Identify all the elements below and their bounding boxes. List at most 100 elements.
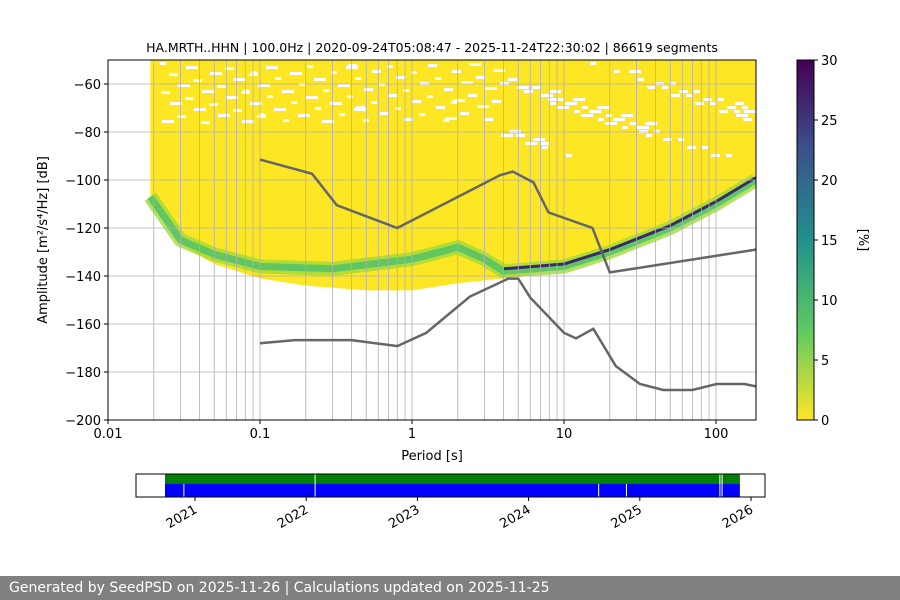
noise-model-nhnm [259, 158, 756, 274]
psd-empty-bin [371, 101, 377, 104]
psd-empty-bin [718, 98, 724, 101]
psd-empty-bin [299, 83, 305, 86]
psd-band-peak [503, 176, 756, 271]
psd-empty-bin [589, 110, 601, 113]
psd-empty-bin [461, 81, 473, 84]
psd-empty-bin [427, 95, 433, 98]
chart-title: HA.MRTH..HHN | 100.0Hz | 2020-09-24T05:0… [146, 40, 718, 55]
psd-empty-bin [453, 99, 465, 102]
timeline-year-label: 2025 [609, 502, 645, 532]
psd-empty-bin [364, 88, 373, 91]
psd-empty-bin [485, 87, 497, 90]
psd-empty-bin [630, 122, 636, 125]
psd-empty-bin [354, 108, 366, 111]
psd-empty-bin [663, 138, 672, 141]
psd-empty-bin [484, 118, 493, 121]
psd-empty-bin [218, 114, 230, 117]
psd-empty-bin [315, 107, 321, 110]
psd-empty-bin [686, 94, 692, 97]
psd-empty-bin [654, 130, 660, 133]
psd-empty-bin [734, 110, 740, 113]
psd-empty-bin [419, 113, 425, 116]
psd-empty-bin [671, 94, 680, 97]
psd-empty-bin [679, 90, 688, 93]
psd-empty-bin [412, 100, 421, 103]
psd-empty-bin [687, 146, 696, 149]
psd-empty-bin [670, 82, 676, 85]
psd-empty-bin [257, 115, 266, 118]
psd-empty-bin [210, 72, 222, 75]
psd-empty-bin [251, 71, 257, 74]
psd-empty-bin [186, 66, 198, 69]
psd-empty-bin [726, 154, 732, 157]
psd-empty-bin [420, 82, 429, 85]
colorbar-tick-label: 30 [821, 54, 838, 69]
timeline-coverage-blue [164, 484, 740, 497]
psd-empty-bin [314, 78, 326, 81]
psd-empty-bin [445, 117, 457, 120]
psd-empty-bin [557, 106, 569, 109]
psd-empty-bin [282, 90, 294, 93]
psd-empty-bin [744, 110, 756, 113]
psd-empty-bin [605, 122, 617, 125]
colorbar-tick-label: 25 [821, 114, 838, 129]
psd-empty-bin [590, 62, 596, 65]
psd-empty-bin [404, 118, 413, 121]
psd-empty-bin [558, 98, 564, 101]
psd-empty-bin [727, 106, 736, 109]
psd-empty-bin [380, 112, 389, 115]
y-axis-label: Amplitude [m²/s⁴/Hz] [dB] [36, 156, 51, 324]
psd-empty-bin [719, 110, 728, 113]
psd-empty-bin [331, 71, 337, 74]
psd-empty-bin [160, 62, 166, 65]
psd-empty-bin [678, 138, 684, 141]
psd-empty-bin [323, 89, 329, 92]
psd-empty-bin [574, 110, 580, 113]
psd-empty-bin [339, 113, 345, 116]
y-tick-label: −80 [74, 126, 101, 141]
psd-empty-bin [249, 73, 258, 76]
x-tick-label: 0.1 [250, 427, 271, 442]
psd-empty-bin [307, 65, 313, 68]
psd-empty-bin [613, 118, 625, 121]
psd-empty-bin [266, 66, 278, 69]
psd-empty-bin [645, 122, 657, 125]
psd-empty-bin [516, 134, 525, 137]
psd-empty-bin [250, 102, 262, 105]
psd-density-region [150, 60, 756, 291]
psd-empty-bin [298, 114, 310, 117]
psd-empty-bin [637, 126, 649, 129]
colorbar-tick-label: 15 [821, 234, 838, 249]
y-tick-label: −200 [65, 414, 101, 429]
psd-empty-bin [621, 114, 633, 117]
psd-empty-bin [330, 102, 342, 105]
psd-empty-bin [703, 98, 712, 101]
psd-empty-bin [162, 120, 174, 123]
psd-empty-bin [573, 98, 585, 101]
psd-empty-bin [532, 86, 541, 89]
plot-frame [107, 59, 757, 421]
psd-empty-bin [743, 118, 752, 121]
psd-empty-bin [695, 102, 704, 105]
y-tick-label: −120 [65, 222, 101, 237]
x-tick-label: 10 [556, 427, 573, 442]
psd-empty-bin [209, 103, 218, 106]
footer-status: Generated by SeedPSD on 2025-11-26 | Cal… [0, 576, 900, 600]
psd-empty-bin [468, 94, 477, 97]
psd-empty-bin [444, 88, 453, 91]
psd-empty-bin [388, 94, 397, 97]
psd-empty-bin [550, 102, 556, 105]
psd-empty-bin [452, 70, 461, 73]
psd-empty-bin [735, 102, 744, 105]
psd-empty-bin [566, 154, 572, 157]
psd-empty-bin [225, 67, 234, 70]
psd-empty-bin [290, 72, 302, 75]
psd-empty-bin [169, 73, 178, 76]
psd-empty-bin [655, 82, 664, 85]
timeline-year-label: 2021 [164, 502, 200, 532]
x-tick-label: 100 [704, 427, 729, 442]
psd-empty-bin [500, 82, 509, 85]
psd-empty-bin [646, 134, 652, 137]
psd-empty-bin [662, 86, 668, 89]
